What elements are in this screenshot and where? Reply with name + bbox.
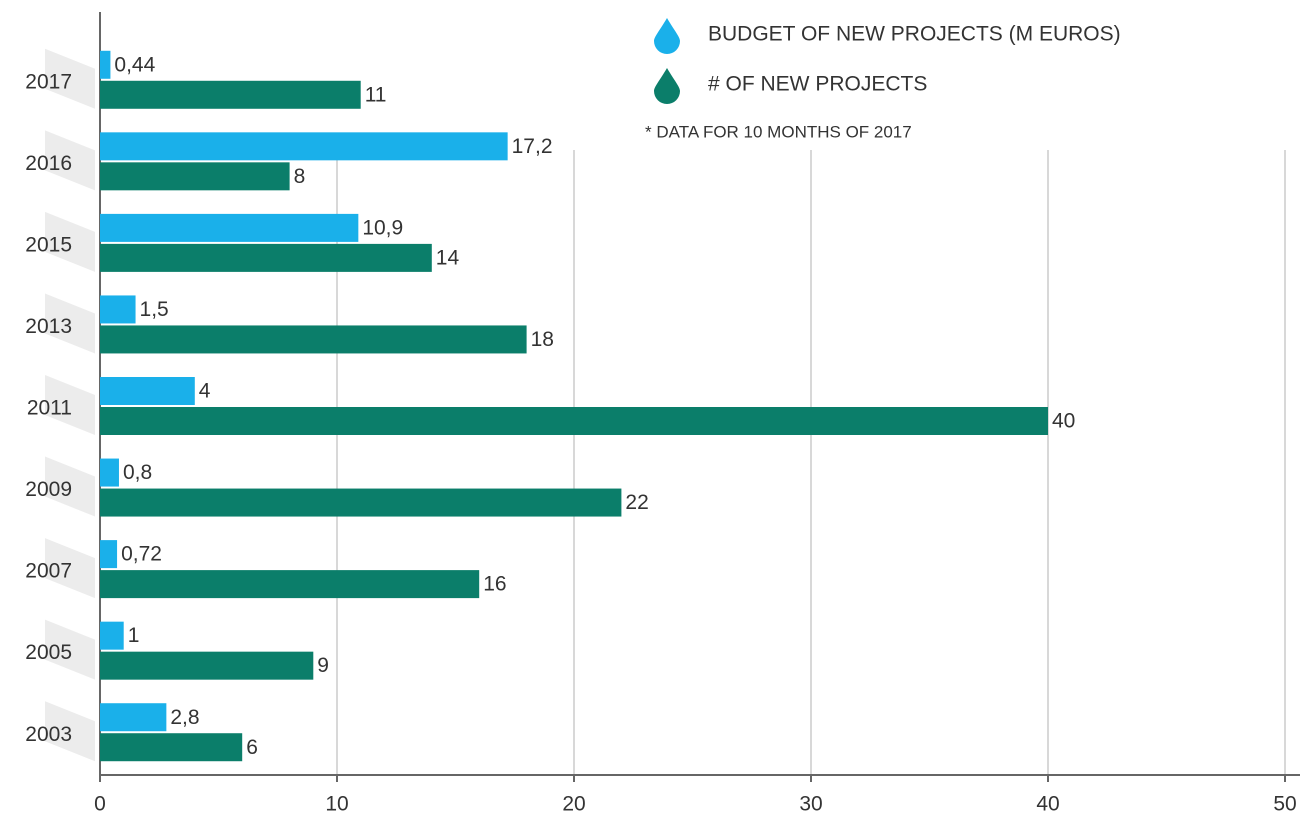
label-shade [45, 48, 95, 109]
bar [100, 213, 359, 242]
bar [100, 651, 314, 680]
y-tick-label: 2016 [25, 152, 72, 175]
y-tick-label: 2005 [25, 641, 72, 664]
legend-swatch [654, 18, 680, 54]
label-shade [45, 293, 95, 354]
data-label: 4 [199, 380, 211, 403]
bar [100, 243, 432, 272]
label-shade [45, 619, 95, 680]
y-tick-label: 2015 [25, 233, 72, 256]
data-label: 9 [317, 654, 329, 677]
bar [100, 458, 119, 487]
legend-swatch [654, 68, 680, 104]
y-tick-label: 2017 [25, 70, 72, 93]
bar [100, 295, 136, 324]
annotation: * DATA FOR 10 MONTHS OF 2017 [645, 122, 912, 141]
data-label: 14 [436, 246, 460, 269]
bar [100, 50, 111, 79]
data-label: 6 [246, 736, 258, 759]
data-label: 40 [1052, 410, 1075, 433]
data-label: 0,44 [114, 53, 155, 76]
bar [100, 570, 480, 599]
data-label: 10,9 [362, 216, 403, 239]
data-label: 17,2 [512, 135, 553, 158]
data-label: 16 [483, 573, 506, 596]
bar [100, 733, 243, 762]
bar [100, 488, 622, 517]
bar [100, 703, 167, 732]
data-label: 11 [365, 83, 387, 106]
data-label: 2,8 [170, 706, 199, 729]
x-tick-label: 20 [562, 793, 585, 816]
x-tick-label: 30 [799, 793, 822, 816]
bar [100, 162, 290, 191]
y-tick-label: 2013 [25, 315, 72, 338]
bar [100, 80, 361, 109]
data-label: 18 [531, 328, 554, 351]
bar [100, 132, 508, 161]
data-label: 8 [294, 165, 306, 188]
label-shade [45, 211, 95, 272]
label-shade [45, 375, 95, 435]
label-shade [45, 456, 95, 517]
x-tick-label: 10 [325, 793, 348, 816]
legend-label: BUDGET OF NEW PROJECTS (M EUROS) [708, 23, 1121, 46]
data-label: 22 [625, 491, 648, 514]
label-shade [45, 701, 95, 762]
legend-label: # OF NEW PROJECTS [708, 73, 927, 96]
y-tick-label: 2007 [25, 560, 72, 583]
label-shade [45, 130, 95, 191]
data-label: 0,8 [123, 461, 152, 484]
data-label: 0,72 [121, 543, 162, 566]
x-tick-label: 40 [1036, 793, 1059, 816]
y-tick-label: 2009 [25, 478, 72, 501]
y-tick-label: 2003 [25, 723, 72, 746]
x-tick-label: 0 [94, 793, 106, 816]
bar [100, 540, 118, 569]
bar [100, 325, 527, 354]
data-label: 1 [128, 624, 140, 647]
bar [100, 407, 1048, 435]
label-shade [45, 538, 95, 599]
bar [100, 621, 124, 650]
y-tick-label: 2011 [27, 397, 72, 420]
data-label: 1,5 [140, 298, 169, 321]
x-tick-label: 50 [1273, 793, 1296, 816]
bar [100, 377, 195, 405]
